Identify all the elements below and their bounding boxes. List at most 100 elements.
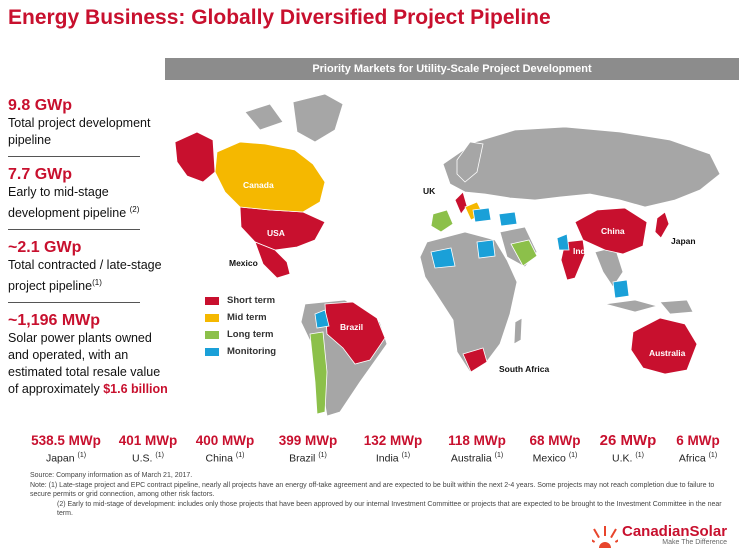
logo-name: CanadianSolar bbox=[622, 523, 728, 540]
swatch-mid-term bbox=[205, 313, 219, 322]
label-brazil: Brazil bbox=[340, 322, 363, 332]
chile-shape bbox=[309, 331, 328, 415]
legend-item-short-term: Short term bbox=[205, 292, 276, 309]
stats-panel: 9.8 GWp Total project development pipeli… bbox=[8, 96, 168, 398]
south-africa-shape bbox=[462, 347, 488, 373]
long-term-regions bbox=[309, 209, 538, 415]
capacity-row: 538.5 MWp Japan (1) 401 MWp U.S. (1) 400… bbox=[22, 433, 742, 466]
stat-desc: Total project development pipeline bbox=[8, 116, 151, 147]
north-africa-shape bbox=[430, 247, 456, 269]
note-2: (2) Early to mid-stage of development: i… bbox=[57, 500, 722, 518]
label-canada: Canada bbox=[243, 180, 274, 190]
canada-shape bbox=[214, 141, 326, 213]
map-labels: Canada USA Mexico Brazil UK China India … bbox=[229, 180, 696, 374]
legend-item-mid-term: Mid term bbox=[205, 309, 276, 326]
egypt-shape bbox=[476, 239, 496, 259]
capacity-africa: 6 MWp Africa (1) bbox=[666, 433, 730, 466]
stat-desc: Solar power plants owned and operated, w… bbox=[8, 331, 168, 397]
east-europe-shape bbox=[472, 207, 492, 223]
capacity-value: 399 MWp bbox=[278, 433, 338, 448]
capacity-india: 132 MWp India (1) bbox=[352, 433, 434, 466]
source-note: Source: Company information as of March … bbox=[30, 472, 193, 479]
divider bbox=[8, 156, 140, 157]
swatch-monitoring bbox=[205, 347, 219, 356]
capacity-country: U.K. (1) bbox=[612, 452, 644, 465]
label-china: China bbox=[601, 226, 625, 236]
map-banner: Priority Markets for Utility-Scale Proje… bbox=[165, 58, 739, 80]
capacity-value: 118 MWp bbox=[448, 433, 506, 448]
capacity-mexico: 68 MWp Mexico (1) bbox=[520, 433, 590, 466]
philippines-shape bbox=[612, 279, 630, 299]
capacity-us: 401 MWp U.S. (1) bbox=[110, 433, 186, 466]
capacity-country: Australia (1) bbox=[450, 452, 504, 465]
capacity-country: China (1) bbox=[205, 452, 245, 465]
stat-late-stage: ~2.1 GWp Total contracted / late-stage p… bbox=[8, 238, 168, 295]
stat-value: 7.7 GWp bbox=[8, 166, 73, 183]
legend-label: Short term bbox=[227, 295, 276, 306]
divider bbox=[8, 229, 140, 231]
capacity-country: India (1) bbox=[375, 452, 411, 465]
legend-label: Mid term bbox=[227, 312, 267, 323]
australia-shape bbox=[630, 317, 698, 375]
capacity-country: Mexico (1) bbox=[532, 452, 578, 465]
legend-item-long-term: Long term bbox=[205, 326, 276, 343]
turkey-shape bbox=[498, 211, 518, 227]
capacity-country: Japan (1) bbox=[45, 452, 87, 465]
capacity-australia: 118 MWp Australia (1) bbox=[434, 433, 520, 466]
capacity-country: U.S. (1) bbox=[132, 452, 164, 465]
label-japan: Japan bbox=[671, 236, 696, 246]
note-1: Note: (1) Late-stage project and EPC con… bbox=[30, 481, 715, 499]
short-term-regions bbox=[174, 131, 698, 375]
label-mexico: Mexico bbox=[229, 258, 258, 268]
page-title: Energy Business: Globally Diversified Pr… bbox=[8, 6, 551, 29]
capacity-value: 400 MWp bbox=[195, 433, 255, 448]
capacity-country: Africa (1) bbox=[678, 452, 718, 465]
divider bbox=[8, 302, 140, 304]
saudi-shape bbox=[510, 239, 538, 267]
capacity-value: 401 MWp bbox=[118, 433, 178, 448]
capacity-china: 400 MWp China (1) bbox=[186, 433, 264, 466]
legend-label: Long term bbox=[227, 329, 274, 340]
stat-desc: Total contracted / late-stage project pi… bbox=[8, 258, 162, 294]
company-logo: CanadianSolar Make The Difference bbox=[592, 522, 727, 548]
swatch-long-term bbox=[205, 330, 219, 339]
capacity-value: 26 MWp bbox=[599, 432, 657, 449]
label-usa: USA bbox=[267, 228, 285, 238]
pakistan-shape bbox=[556, 233, 570, 251]
capacity-value: 68 MWp bbox=[529, 433, 581, 448]
uk-shape bbox=[454, 191, 468, 215]
capacity-value: 538.5 MWp bbox=[31, 433, 101, 448]
iberia-shape bbox=[430, 209, 454, 233]
legend-item-monitoring: Monitoring bbox=[205, 343, 276, 360]
label-australia: Australia bbox=[649, 348, 686, 358]
capacity-brazil: 399 MWp Brazil (1) bbox=[264, 433, 352, 466]
eurasia-shape bbox=[442, 126, 721, 208]
capacity-country: Brazil (1) bbox=[289, 452, 327, 465]
map-legend: Short term Mid term Long term Monitoring bbox=[205, 292, 276, 360]
capacity-value: 6 MWp bbox=[676, 433, 720, 448]
stat-value: ~1,196 MWp bbox=[8, 312, 101, 330]
capacity-japan: 538.5 MWp Japan (1) bbox=[22, 433, 110, 466]
world-map: Canada USA Mexico Brazil UK China India … bbox=[174, 93, 721, 417]
stat-early-mid: 7.7 GWp Early to mid-stage development p… bbox=[8, 165, 168, 222]
sun-logo-icon bbox=[592, 526, 618, 548]
stat-desc: Early to mid-stage development pipeline … bbox=[8, 185, 140, 221]
mexico-shape bbox=[254, 241, 291, 279]
label-uk: UK bbox=[423, 186, 436, 196]
alaska-shape bbox=[174, 131, 216, 183]
stat-value: 9.8 GWp bbox=[8, 97, 73, 114]
greenland-shape bbox=[292, 93, 344, 143]
land-masses bbox=[244, 93, 721, 417]
stat-total-pipeline: 9.8 GWp Total project development pipeli… bbox=[8, 96, 168, 149]
china-shape bbox=[574, 207, 648, 255]
brazil-shape bbox=[324, 301, 386, 365]
peru-shape bbox=[314, 309, 330, 329]
stat-value: ~2.1 GWp bbox=[8, 239, 82, 257]
footnotes: Source: Company information as of March … bbox=[30, 471, 730, 519]
capacity-uk: 26 MWp U.K. (1) bbox=[590, 433, 666, 466]
capacity-value: 132 MWp bbox=[363, 433, 423, 448]
monitoring-regions bbox=[314, 207, 630, 329]
stat-owned-plants: ~1,196 MWp Solar power plants owned and … bbox=[8, 311, 168, 398]
label-south-africa: South Africa bbox=[499, 364, 549, 374]
swatch-short-term bbox=[205, 296, 219, 305]
